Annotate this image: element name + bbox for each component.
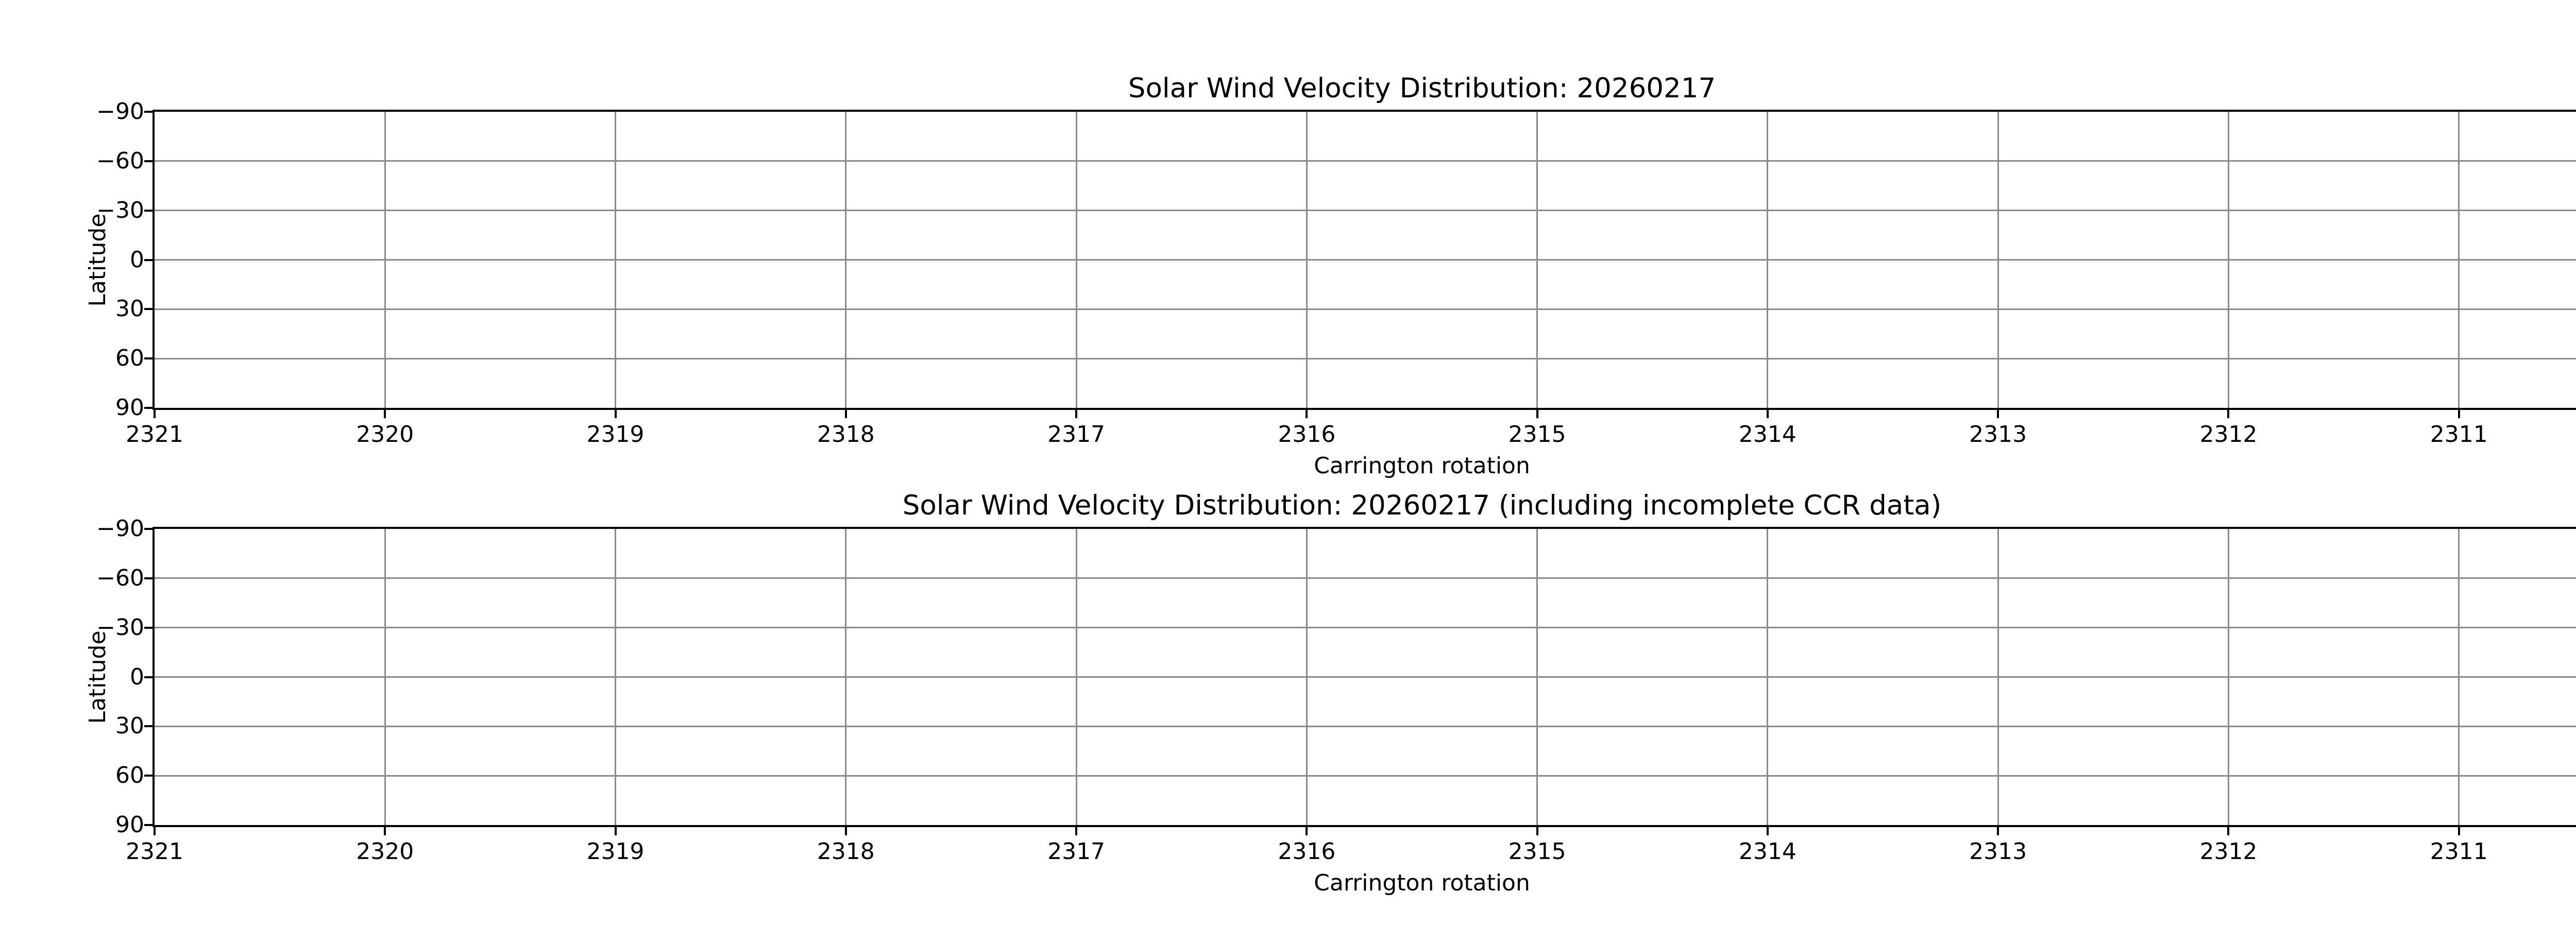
y-tick-mark xyxy=(144,259,152,261)
x-tick-label: 2318 xyxy=(817,421,875,448)
y-tick-mark xyxy=(144,626,152,629)
x-tick-mark xyxy=(1306,827,1308,835)
y-tick-mark xyxy=(144,111,152,113)
y-tick-mark xyxy=(144,725,152,728)
x-tick-mark xyxy=(2227,410,2230,418)
x-tick-mark xyxy=(1766,410,1769,418)
top-plot-area xyxy=(152,110,2576,410)
x-tick-mark xyxy=(154,410,156,418)
y-tick-label: 90 xyxy=(115,812,144,838)
horizontal-gridline xyxy=(155,160,2576,162)
x-tick-label: 2311 xyxy=(2430,838,2488,865)
y-tick-label: 30 xyxy=(115,296,144,322)
x-tick-mark xyxy=(2227,827,2230,835)
top-plot-xaxis-label: Carrington rotation xyxy=(1314,453,1530,479)
y-tick-label: −60 xyxy=(96,147,144,174)
bottom-plot-title: Solar Wind Velocity Distribution: 202602… xyxy=(902,490,1942,521)
horizontal-gridline xyxy=(155,259,2576,261)
horizontal-gridline xyxy=(155,210,2576,212)
x-tick-mark xyxy=(844,827,847,835)
x-tick-mark xyxy=(1997,410,1999,418)
top-plot-title: Solar Wind Velocity Distribution: 202602… xyxy=(1128,73,1716,104)
x-tick-label: 2317 xyxy=(1047,421,1106,448)
y-tick-mark xyxy=(144,528,152,530)
x-tick-label: 2316 xyxy=(1278,838,1336,865)
x-tick-label: 2321 xyxy=(126,421,183,448)
x-tick-label: 2312 xyxy=(2199,421,2258,448)
x-tick-mark xyxy=(614,827,617,835)
y-tick-label: 0 xyxy=(130,663,144,690)
y-tick-label: 60 xyxy=(115,345,144,372)
y-tick-mark xyxy=(144,676,152,678)
x-tick-label: 2321 xyxy=(126,838,183,865)
horizontal-gridline xyxy=(155,577,2576,579)
y-tick-label: −90 xyxy=(96,98,144,125)
x-tick-mark xyxy=(1997,827,1999,835)
y-tick-mark xyxy=(144,308,152,311)
x-tick-label: 2318 xyxy=(817,838,875,865)
y-tick-mark xyxy=(144,577,152,579)
y-tick-label: 30 xyxy=(115,713,144,740)
x-tick-label: 2313 xyxy=(1969,838,2027,865)
x-tick-mark xyxy=(614,410,617,418)
y-tick-mark xyxy=(144,209,152,212)
x-tick-label: 2313 xyxy=(1969,421,2027,448)
x-tick-mark xyxy=(1536,410,1538,418)
horizontal-gridline xyxy=(155,308,2576,310)
y-tick-mark xyxy=(144,824,152,826)
y-tick-mark xyxy=(144,357,152,360)
x-tick-mark xyxy=(1766,827,1769,835)
x-tick-label: 2319 xyxy=(586,838,645,865)
x-tick-mark xyxy=(1306,410,1308,418)
x-tick-label: 2320 xyxy=(356,421,414,448)
x-tick-mark xyxy=(384,410,386,418)
horizontal-gridline xyxy=(155,725,2576,727)
horizontal-gridline xyxy=(155,676,2576,678)
x-tick-mark xyxy=(2458,827,2460,835)
x-tick-label: 2312 xyxy=(2199,838,2258,865)
x-tick-label: 2314 xyxy=(1738,838,1797,865)
x-tick-mark xyxy=(384,827,386,835)
x-tick-label: 2320 xyxy=(356,838,414,865)
y-tick-label: 0 xyxy=(130,246,144,273)
x-tick-label: 2316 xyxy=(1278,421,1336,448)
y-tick-mark xyxy=(144,407,152,409)
x-tick-mark xyxy=(1536,827,1538,835)
x-tick-label: 2314 xyxy=(1738,421,1797,448)
x-tick-label: 2315 xyxy=(1508,421,1566,448)
x-tick-mark xyxy=(2458,410,2460,418)
x-tick-mark xyxy=(844,410,847,418)
x-tick-label: 2319 xyxy=(586,421,645,448)
y-tick-label: 60 xyxy=(115,762,144,789)
horizontal-gridline xyxy=(155,775,2576,777)
x-tick-label: 2315 xyxy=(1508,838,1566,865)
x-tick-mark xyxy=(154,827,156,835)
x-tick-mark xyxy=(1075,410,1078,418)
y-tick-label: −30 xyxy=(96,197,144,224)
y-tick-mark xyxy=(144,775,152,777)
y-tick-label: −30 xyxy=(96,614,144,641)
x-tick-mark xyxy=(1075,827,1078,835)
y-tick-label: −90 xyxy=(96,516,144,542)
bottom-plot-xaxis-label: Carrington rotation xyxy=(1314,870,1530,896)
horizontal-gridline xyxy=(155,627,2576,629)
y-tick-mark xyxy=(144,160,152,162)
y-tick-label: −60 xyxy=(96,564,144,591)
horizontal-gridline xyxy=(155,357,2576,359)
x-tick-label: 2311 xyxy=(2430,421,2488,448)
bottom-plot-area xyxy=(152,527,2576,827)
x-tick-label: 2317 xyxy=(1047,838,1106,865)
y-tick-label: 90 xyxy=(115,394,144,421)
